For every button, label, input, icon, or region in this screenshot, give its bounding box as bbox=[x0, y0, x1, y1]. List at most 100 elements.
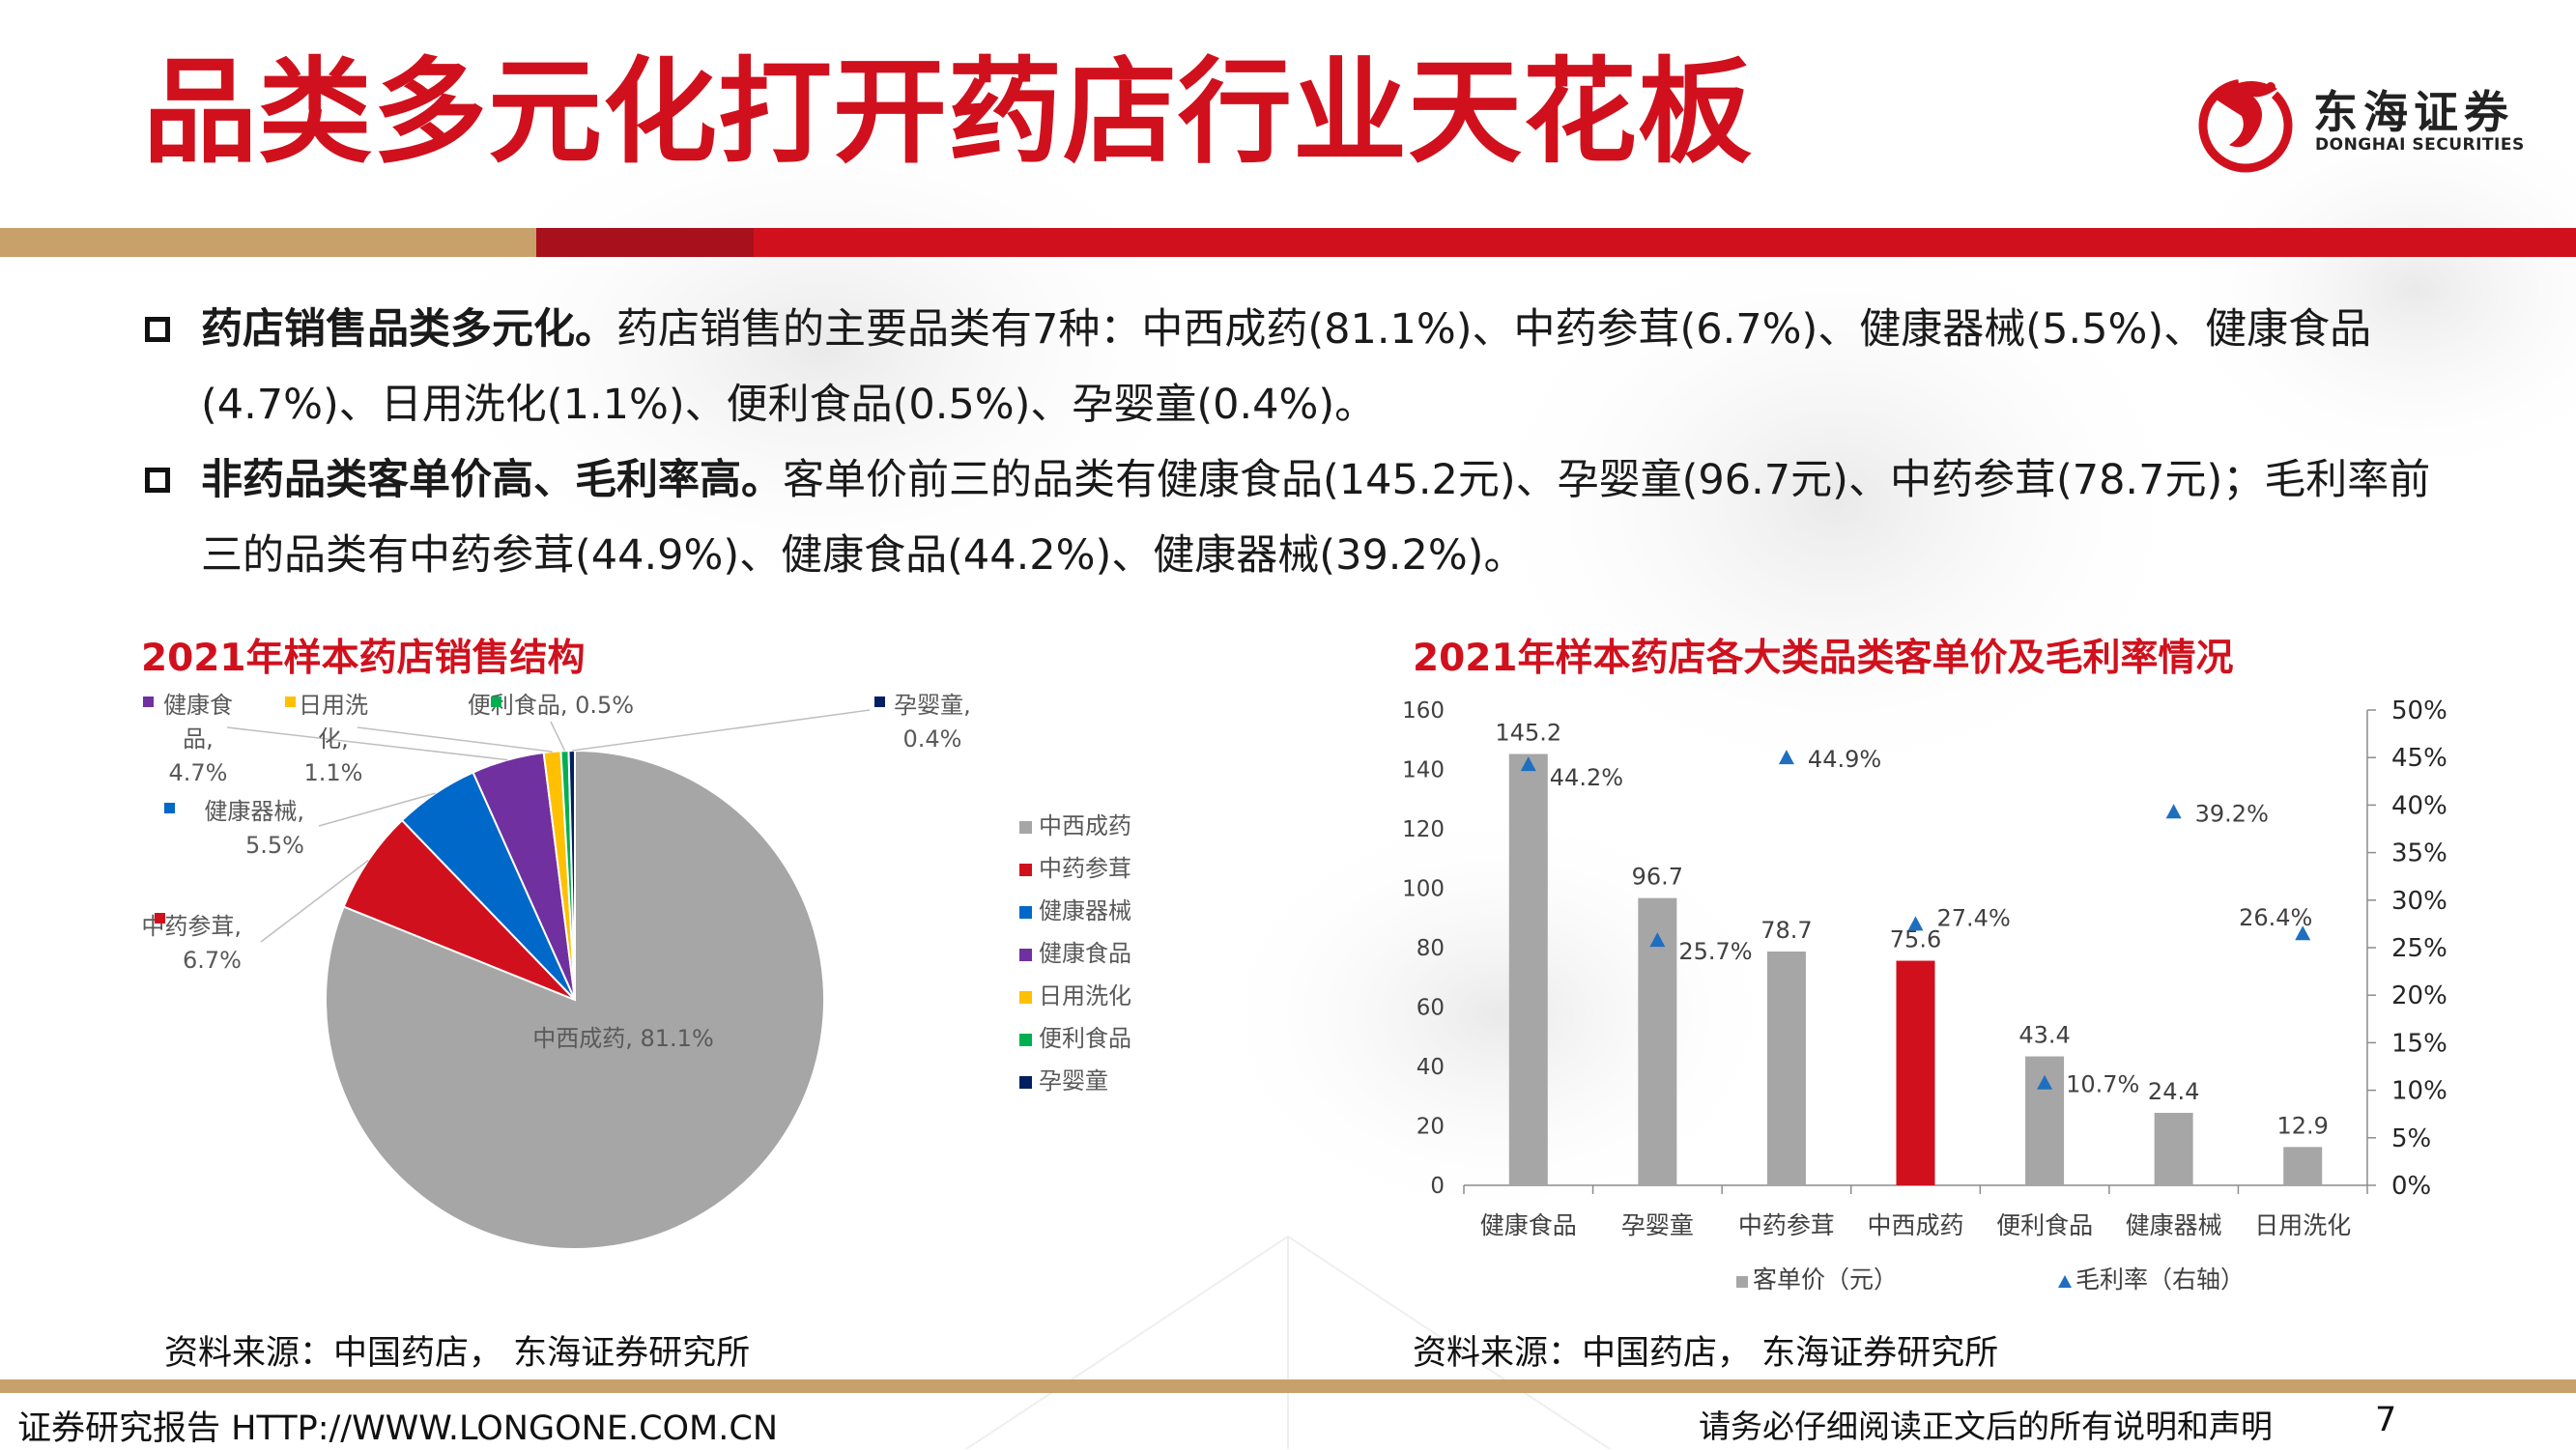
pie-label-line: 0.4% bbox=[903, 725, 962, 753]
margin-label-孕婴童: 25.7% bbox=[1678, 938, 1752, 965]
y-tick-label: 20 bbox=[1417, 1115, 1445, 1140]
x-tick-label-便利食品: 便利食品 bbox=[1996, 1211, 2093, 1239]
bar-chart: 0 20 40 60 80 100 120 140 160 0% 5% 10% 15% 20% 25% 30%… bbox=[1402, 697, 2447, 1294]
legend-marker-中药参茸 bbox=[1019, 864, 1032, 876]
pie-label-line: 品, bbox=[183, 725, 214, 753]
legend-label-中西成药: 中西成药 bbox=[1039, 812, 1131, 839]
bullet-item: 药店销售品类多元化。药店销售的主要品类有7种：中西成药(81.1%)、中药参茸(… bbox=[145, 292, 2464, 442]
legend-marker-健康食品 bbox=[1019, 949, 1032, 961]
legend-marker-便利食品 bbox=[1019, 1034, 1032, 1046]
legend-marker-中西成药 bbox=[1019, 821, 1032, 834]
pie-leader-中药参茸 bbox=[260, 860, 369, 943]
y2-tick-label: 20% bbox=[2391, 981, 2447, 1010]
legend-label-margin: 毛利率（右轴） bbox=[2075, 1265, 2245, 1294]
pie-chart-title: 2021年样本药店销售结构 bbox=[141, 637, 586, 680]
margin-marker-便利食品 bbox=[2037, 1074, 2053, 1090]
header-divider-gold bbox=[0, 228, 536, 257]
y2-tick-label: 50% bbox=[2391, 697, 2447, 725]
pie-label-marker-便利食品 bbox=[491, 697, 501, 707]
x-tick-label-孕婴童: 孕婴童 bbox=[1621, 1211, 1694, 1239]
pie-label-line: 健康食 bbox=[163, 692, 233, 719]
margin-label-健康器械: 39.2% bbox=[2195, 800, 2269, 827]
bar-健康食品 bbox=[1508, 753, 1548, 1185]
pie-leader-便利食品 bbox=[550, 721, 566, 752]
logo-text-cn: 东海证券 bbox=[2313, 86, 2514, 138]
pie-label-line: 6.7% bbox=[183, 947, 242, 974]
bar-chart-source: 资料来源：中国药店， 东海证券研究所 bbox=[1413, 1334, 1999, 1373]
margin-marker-中西成药 bbox=[1907, 916, 1924, 931]
pie-label-中西成药: 中西成药, 81.1% bbox=[532, 1025, 714, 1052]
bar-value-label-健康器械: 24.4 bbox=[2148, 1078, 2199, 1105]
margin-label-便利食品: 10.7% bbox=[2066, 1071, 2139, 1098]
legend-marker-孕婴童 bbox=[1019, 1076, 1032, 1089]
pie-chart-source: 资料来源：中国药店， 东海证券研究所 bbox=[164, 1334, 751, 1373]
pie-label-line: 化, bbox=[318, 725, 349, 753]
brand-logo: 东海证券 DONGHAI SECURITIES bbox=[2186, 60, 2533, 185]
bar-value-label-中药参茸: 78.7 bbox=[1760, 917, 1812, 944]
logo-text-en: DONGHAI SECURITIES bbox=[2315, 135, 2525, 155]
pie-leader-健康器械 bbox=[318, 792, 436, 827]
pie-label-line: 健康器械, bbox=[204, 798, 304, 825]
y-tick-label: 0 bbox=[1430, 1174, 1445, 1199]
pie-slice-中药参茸 bbox=[342, 818, 576, 1001]
checkbox-square-icon bbox=[145, 468, 170, 493]
pie-label-marker-健康器械 bbox=[164, 803, 175, 813]
pie-label-line: 5.5% bbox=[245, 832, 304, 859]
header-divider-red bbox=[754, 228, 2576, 257]
y-tick-label: 120 bbox=[1402, 817, 1445, 842]
bar-chart-title: 2021年样本药店各大类品类客单价及毛利率情况 bbox=[1413, 637, 2234, 680]
bar-value-label-健康食品: 145.2 bbox=[1495, 720, 1561, 747]
pie-label-marker-中药参茸 bbox=[155, 913, 165, 924]
legend-label-健康食品: 健康食品 bbox=[1039, 940, 1131, 967]
margin-label-日用洗化: 26.4% bbox=[2239, 904, 2312, 931]
pie-leader-日用洗化 bbox=[357, 726, 553, 753]
legend-marker-price bbox=[1736, 1276, 1748, 1288]
dragon-logo-icon bbox=[2198, 78, 2293, 173]
bullet-list: 药店销售品类多元化。药店销售的主要品类有7种：中西成药(81.1%)、中药参茸(… bbox=[145, 292, 2464, 593]
header-divider-darkred bbox=[536, 228, 754, 257]
pie-label-line: 孕婴童, bbox=[894, 692, 971, 719]
footer-disclaimer: 请务必仔细阅读正文后的所有说明和声明 bbox=[1699, 1407, 2273, 1445]
x-tick-label-日用洗化: 日用洗化 bbox=[2254, 1211, 2351, 1239]
bullet-heading: 非药品类客单价高、毛利率高。 bbox=[201, 456, 783, 504]
x-tick-label-健康器械: 健康器械 bbox=[2126, 1211, 2222, 1239]
margin-marker-孕婴童 bbox=[1649, 932, 1666, 948]
bullet-item: 非药品类客单价高、毛利率高。客单价前三的品类有健康食品(145.2元)、孕婴童(… bbox=[145, 442, 2464, 593]
pie-label-健康器械: 健康器械, 5.5% bbox=[204, 798, 304, 859]
pie-leader-孕婴童 bbox=[571, 709, 871, 752]
margin-label-中药参茸: 44.9% bbox=[1808, 746, 1881, 773]
y-tick-label: 60 bbox=[1417, 996, 1445, 1021]
checkbox-square-icon bbox=[145, 317, 170, 342]
footer-website: 证券研究报告 HTTP://WWW.LONGONE.COM.CN bbox=[17, 1409, 779, 1448]
legend-label-便利食品: 便利食品 bbox=[1039, 1025, 1131, 1052]
y2-tick-label: 0% bbox=[2391, 1172, 2431, 1201]
bar-中西成药 bbox=[1896, 960, 1935, 1185]
page-number: 7 bbox=[2375, 1401, 2397, 1439]
margin-marker-健康食品 bbox=[1520, 756, 1536, 772]
pie-leader-健康食品 bbox=[226, 726, 508, 761]
y2-tick-label: 15% bbox=[2391, 1029, 2447, 1058]
legend-label-孕婴童: 孕婴童 bbox=[1039, 1067, 1108, 1095]
bar-value-label-便利食品: 43.4 bbox=[2018, 1022, 2070, 1049]
bullet-heading: 药店销售品类多元化。 bbox=[201, 305, 616, 354]
margin-label-中西成药: 27.4% bbox=[1937, 904, 2011, 931]
legend-label-中药参茸: 中药参茸 bbox=[1039, 855, 1131, 882]
bullet-text: 药店销售的主要品类有7种：中西成药(81.1%)、中药参茸(6.7%)、健康器械… bbox=[201, 305, 2372, 429]
pie-chart: 中西成药, 81.1%中药参茸, 6.7%健康器械, 5.5%健康食品, 4.7%日用… bbox=[141, 692, 1131, 1250]
bar-value-label-日用洗化: 12.9 bbox=[2276, 1112, 2328, 1139]
y2-tick-label: 45% bbox=[2391, 744, 2447, 773]
pie-label-孕婴童: 孕婴童, 0.4% bbox=[894, 692, 971, 753]
y2-tick-label: 35% bbox=[2391, 839, 2447, 868]
page-title: 品类多元化打开药店行业天花板 bbox=[143, 45, 1754, 179]
legend-label-price: 客单价（元） bbox=[1753, 1265, 1898, 1294]
y-tick-label: 100 bbox=[1402, 877, 1445, 902]
x-tick-label-中西成药: 中西成药 bbox=[1867, 1211, 1963, 1239]
y2-tick-label: 5% bbox=[2391, 1124, 2431, 1153]
bar-健康器械 bbox=[2154, 1112, 2193, 1185]
pie-label-line: 4.7% bbox=[169, 759, 228, 786]
bar-日用洗化 bbox=[2283, 1147, 2323, 1185]
pie-label-line: 日用洗 bbox=[299, 692, 368, 719]
y-tick-label: 40 bbox=[1417, 1055, 1445, 1080]
pie-label-marker-健康食品 bbox=[143, 697, 154, 707]
